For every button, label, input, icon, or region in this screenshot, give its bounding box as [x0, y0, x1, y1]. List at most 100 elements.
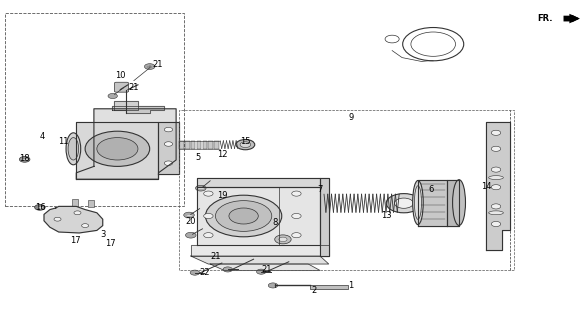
- Ellipse shape: [68, 138, 79, 160]
- Circle shape: [205, 195, 282, 237]
- Circle shape: [164, 142, 173, 146]
- Circle shape: [85, 131, 150, 166]
- Ellipse shape: [414, 186, 421, 220]
- Circle shape: [97, 138, 138, 160]
- Bar: [179, 141, 184, 149]
- Circle shape: [236, 140, 255, 150]
- Circle shape: [257, 269, 266, 274]
- Polygon shape: [158, 122, 179, 174]
- Text: 21: 21: [262, 265, 272, 274]
- Circle shape: [223, 267, 232, 272]
- Text: 4: 4: [40, 132, 45, 141]
- Text: 17: 17: [70, 236, 80, 245]
- Text: 5: 5: [196, 153, 201, 162]
- Text: 3: 3: [100, 230, 106, 239]
- Text: 1: 1: [349, 281, 353, 290]
- Bar: [185, 141, 190, 149]
- Circle shape: [491, 185, 501, 190]
- Circle shape: [74, 211, 81, 215]
- Bar: [197, 141, 201, 149]
- Text: 20: 20: [185, 217, 196, 226]
- Bar: [72, 199, 78, 206]
- Circle shape: [204, 233, 213, 238]
- Text: 7: 7: [317, 185, 323, 194]
- Ellipse shape: [66, 133, 80, 165]
- Circle shape: [292, 213, 301, 219]
- Circle shape: [491, 146, 501, 151]
- Bar: [191, 141, 195, 149]
- Bar: [208, 141, 213, 149]
- Circle shape: [190, 270, 200, 275]
- Text: 18: 18: [19, 154, 30, 163]
- Text: 22: 22: [199, 268, 210, 277]
- Circle shape: [185, 232, 196, 238]
- Bar: [88, 200, 94, 207]
- Circle shape: [394, 198, 413, 208]
- Polygon shape: [76, 122, 158, 179]
- Circle shape: [229, 208, 258, 224]
- Circle shape: [19, 156, 30, 162]
- Polygon shape: [486, 122, 510, 250]
- Circle shape: [292, 233, 301, 238]
- Polygon shape: [197, 178, 320, 187]
- Text: FR.: FR.: [538, 14, 553, 23]
- Circle shape: [275, 235, 291, 244]
- Polygon shape: [191, 245, 329, 256]
- Circle shape: [215, 201, 272, 231]
- Circle shape: [164, 127, 173, 132]
- Circle shape: [108, 93, 117, 99]
- Polygon shape: [320, 178, 329, 256]
- Circle shape: [144, 64, 155, 69]
- Text: 21: 21: [152, 60, 163, 69]
- Circle shape: [184, 212, 194, 218]
- FancyBboxPatch shape: [114, 82, 129, 92]
- Text: 13: 13: [381, 211, 392, 220]
- Text: 17: 17: [105, 239, 116, 248]
- Text: 12: 12: [217, 150, 227, 159]
- Circle shape: [491, 204, 501, 209]
- Text: 15: 15: [240, 137, 251, 146]
- Circle shape: [491, 130, 501, 135]
- Polygon shape: [114, 101, 138, 110]
- Ellipse shape: [453, 180, 465, 225]
- Circle shape: [491, 221, 501, 227]
- Text: 21: 21: [129, 83, 139, 92]
- Bar: [5, 13, 184, 206]
- Ellipse shape: [488, 211, 503, 215]
- Text: 9: 9: [349, 113, 353, 122]
- Bar: [203, 141, 207, 149]
- Polygon shape: [112, 106, 164, 113]
- Text: 8: 8: [272, 218, 278, 227]
- Circle shape: [240, 142, 251, 148]
- Circle shape: [35, 204, 45, 210]
- Circle shape: [204, 213, 213, 219]
- Ellipse shape: [488, 176, 503, 180]
- Text: 6: 6: [429, 185, 434, 194]
- Ellipse shape: [413, 180, 423, 225]
- FancyArrow shape: [564, 14, 580, 23]
- Polygon shape: [418, 180, 447, 226]
- Circle shape: [204, 191, 213, 196]
- Polygon shape: [44, 206, 103, 233]
- Circle shape: [491, 167, 501, 172]
- Circle shape: [82, 224, 89, 228]
- Polygon shape: [76, 109, 176, 179]
- Circle shape: [279, 237, 287, 242]
- Polygon shape: [191, 256, 329, 264]
- Circle shape: [268, 283, 278, 288]
- Circle shape: [292, 191, 301, 196]
- Text: 16: 16: [35, 203, 45, 212]
- Text: 14: 14: [481, 182, 491, 191]
- Bar: [214, 141, 219, 149]
- Text: 11: 11: [58, 137, 69, 146]
- Polygon shape: [447, 180, 459, 226]
- Circle shape: [54, 217, 61, 221]
- Text: 2: 2: [312, 286, 316, 295]
- Text: 19: 19: [217, 191, 227, 200]
- Bar: [310, 285, 348, 289]
- Polygon shape: [197, 187, 320, 245]
- Circle shape: [164, 161, 173, 165]
- Text: 21: 21: [211, 252, 221, 261]
- Polygon shape: [210, 264, 320, 270]
- Circle shape: [195, 185, 206, 191]
